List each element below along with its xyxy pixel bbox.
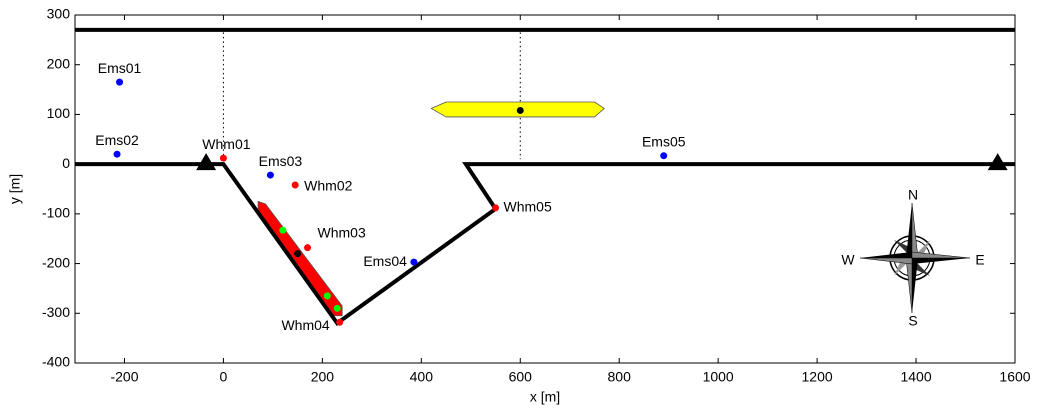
x-tick-label: 0 [220, 369, 228, 385]
x-tick-label: 1200 [802, 369, 833, 385]
sensor-point [660, 152, 668, 160]
point-label: Ems02 [95, 132, 139, 148]
sensor-point [266, 171, 274, 179]
y-axis-label: y [m] [7, 174, 23, 204]
point-label: Whm04 [281, 317, 329, 333]
point-label: Whm05 [504, 199, 552, 215]
point-label: Ems04 [363, 253, 407, 269]
point-label: Whm02 [304, 178, 352, 194]
quay-line [75, 162, 1015, 327]
compass-label: E [975, 252, 984, 268]
y-tick-label: 200 [47, 55, 71, 71]
y-tick-label: 300 [47, 6, 71, 22]
point-label: Ems03 [259, 153, 303, 169]
y-tick-label: 100 [47, 105, 71, 121]
compass-label: S [908, 313, 917, 329]
sensor-point [410, 258, 418, 266]
bollard [196, 153, 217, 171]
y-tick-label: -100 [42, 205, 70, 221]
x-tick-label: 1400 [900, 369, 931, 385]
sensor-point [336, 318, 344, 326]
point-label: Whm03 [318, 224, 366, 240]
x-tick-label: 400 [410, 369, 434, 385]
x-tick-label: 800 [608, 369, 632, 385]
marker [294, 250, 302, 258]
marker [279, 226, 287, 234]
compass-label: N [908, 187, 918, 203]
x-tick-label: 1600 [999, 369, 1030, 385]
x-axis-label: x [m] [530, 389, 560, 405]
bollard [987, 153, 1008, 171]
marker [323, 292, 331, 300]
sensor-point [116, 78, 124, 86]
sensor-point [291, 181, 299, 189]
x-tick-label: 1000 [703, 369, 734, 385]
y-tick-label: -400 [42, 354, 70, 370]
sensor-point [113, 150, 121, 158]
point-label: Ems05 [642, 133, 686, 149]
x-tick-label: -200 [110, 369, 138, 385]
y-tick-label: 0 [62, 155, 70, 171]
point-label: Ems01 [98, 60, 142, 76]
y-tick-label: -300 [42, 304, 70, 320]
sensor-point [492, 204, 500, 212]
marker [516, 106, 524, 114]
point-label: Whm01 [202, 136, 250, 152]
sensor-point [304, 244, 312, 252]
sensor-point [219, 154, 227, 162]
x-tick-label: 200 [311, 369, 335, 385]
y-tick-label: -200 [42, 254, 70, 270]
marker [333, 304, 341, 312]
plot-frame [74, 14, 1016, 364]
compass-label: W [841, 252, 855, 268]
compass-rose: N E S W [841, 187, 984, 329]
x-tick-label: 600 [509, 369, 533, 385]
